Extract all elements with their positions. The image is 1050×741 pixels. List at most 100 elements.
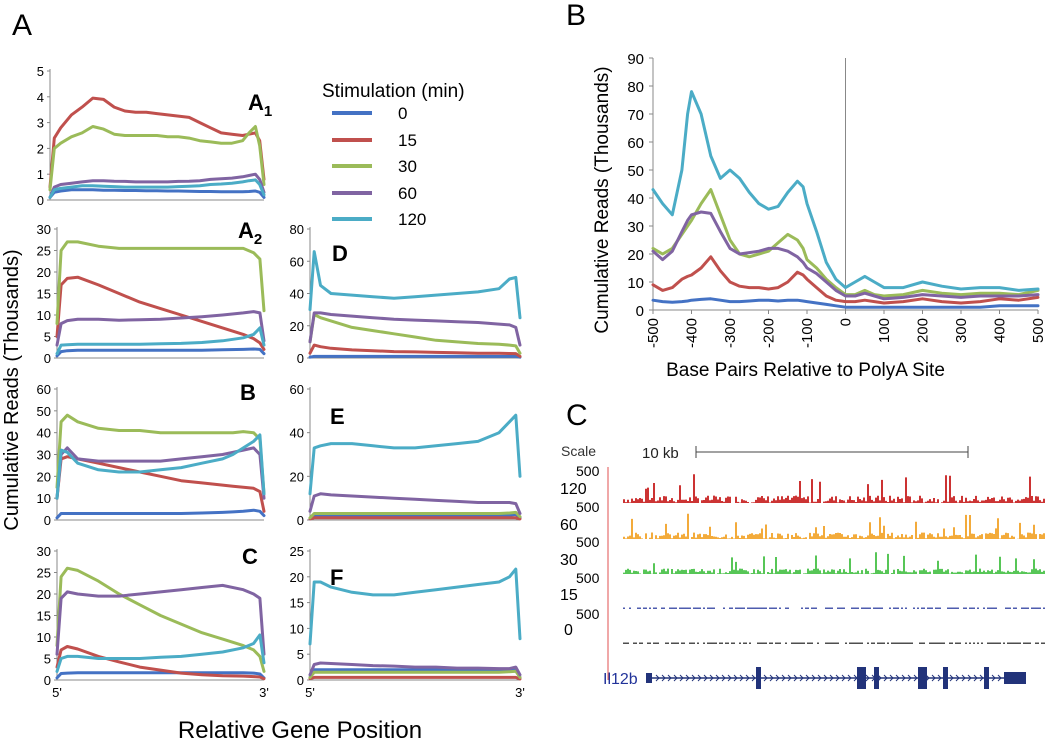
series-0-line [48,188,266,199]
track-120-max: 500 [576,463,600,479]
chart-f: 0 5 10 15 20 25 F [290,544,522,688]
y-tick-label: 80 [290,222,304,237]
y-tick-label: 90 [627,51,644,68]
x-tick-label: 300 [953,318,970,343]
y-tick-label: 0 [44,513,51,528]
x-start-label: 5' [52,685,62,700]
y-tick-label: 0 [636,303,644,320]
series-120-line [308,413,522,496]
track-15-name: 15 [560,587,578,604]
panel-letter-c: C [566,399,588,432]
y-tick-label: 4 [37,90,44,105]
strand-arrows [655,674,1002,682]
y-tick-label: 25 [37,244,51,259]
track-30-coverage [623,552,1045,574]
y-tick-label: 30 [37,222,51,237]
polya-ylabel: Cumulative Reads (Thousands) [592,66,613,333]
series-120-line [308,250,522,320]
series-30-line [48,125,266,192]
x-tick-label: -500 [645,318,662,348]
y-tick-label: 1 [37,167,44,182]
series-60-line [48,172,266,199]
series-0-line [55,347,266,358]
series-120-line [55,433,266,500]
x-tick-label: 100 [876,318,893,343]
y-tick-label: 0 [297,351,304,366]
scale-label: Scale [561,443,596,459]
y-tick-label: 15 [37,609,51,624]
y-tick-label: 0 [297,513,304,528]
y-tick-label: 10 [37,308,51,323]
series-60-line [651,210,1040,301]
series-15-line [308,343,522,358]
track-15-coverage [623,607,1045,609]
chart-label-b: B [240,380,256,405]
x-tick-label: -100 [799,318,816,348]
y-tick-label: 5 [297,647,304,662]
panel-a-ylabel: Cumulative Reads (Thousands) [1,249,23,530]
y-tick-label: 50 [37,404,51,419]
chart-e: 0 20 40 60 E [290,382,522,528]
x-tick-label: 200 [915,318,932,343]
y-tick-label: 5 [37,64,44,79]
chart-label-f: F [330,565,343,590]
y-tick-label: 50 [627,163,644,180]
y-tick-label: 0 [44,673,51,688]
y-tick-label: 5 [44,652,51,667]
chart-label-a1: A1 [248,90,272,120]
legend-title: Stimulation (min) [322,81,465,102]
y-tick-label: 70 [627,107,644,124]
track-60-max: 500 [576,499,600,515]
y-tick-label: 20 [627,247,644,264]
exon [1004,672,1026,684]
track-120-name: 120 [560,481,587,498]
panel-letter-b: B [566,0,586,32]
series-120-line [308,567,522,646]
x-tick-label: -200 [761,318,778,348]
track-30-max: 500 [576,534,600,550]
series-15-line [48,96,266,189]
y-tick-label: 20 [37,469,51,484]
panel-letter-a: A [12,9,32,42]
y-tick-label: 5 [44,330,51,345]
y-tick-label: 0 [44,351,51,366]
y-tick-label: 3 [37,116,44,131]
panel-a-xlabel: Relative Gene Position [178,717,422,741]
chart-label-subscript: 2 [254,231,262,248]
series-120-line [55,633,266,673]
track-30-name: 30 [560,552,578,569]
x-start-label: 5' [305,685,315,700]
legend-label-15: 15 [398,131,417,150]
y-tick-label: 15 [290,596,304,611]
x-end-label: 3' [259,685,269,700]
scale-value: 10 kb [642,445,679,462]
x-tick-label: 500 [1030,318,1047,343]
x-tick-label: -300 [722,318,739,348]
track-0-max: 500 [576,606,600,622]
track-0-coverage [623,642,1045,644]
track-60-coverage [623,513,1045,539]
polya-chart: 0 10 20 30 40 50 60 70 80 90 -500 -400 -300 -200 -100 0… [592,51,1047,381]
series-60-line [308,311,522,347]
series-60-line [55,446,266,500]
y-tick-label: 40 [290,426,304,441]
y-tick-label: 10 [627,275,644,292]
exon [857,667,866,689]
y-tick-label: 30 [37,544,51,559]
series-15-line [651,255,1040,305]
series-0-line [308,354,522,359]
chart-d: 0 20 40 60 80 D [290,222,522,366]
y-tick-label: 0 [297,673,304,688]
exon [874,667,879,689]
chart-label-e: E [330,404,345,429]
gene-label: Il12b [603,671,638,688]
series-0-line [651,297,1040,309]
y-tick-label: 20 [290,570,304,585]
x-end-label: 3' [515,685,525,700]
y-tick-label: 60 [37,382,51,397]
series-15-line [308,675,522,681]
track-0-name: 0 [564,622,573,639]
series-15-line [308,516,522,521]
chart-label-c: C [242,544,258,569]
